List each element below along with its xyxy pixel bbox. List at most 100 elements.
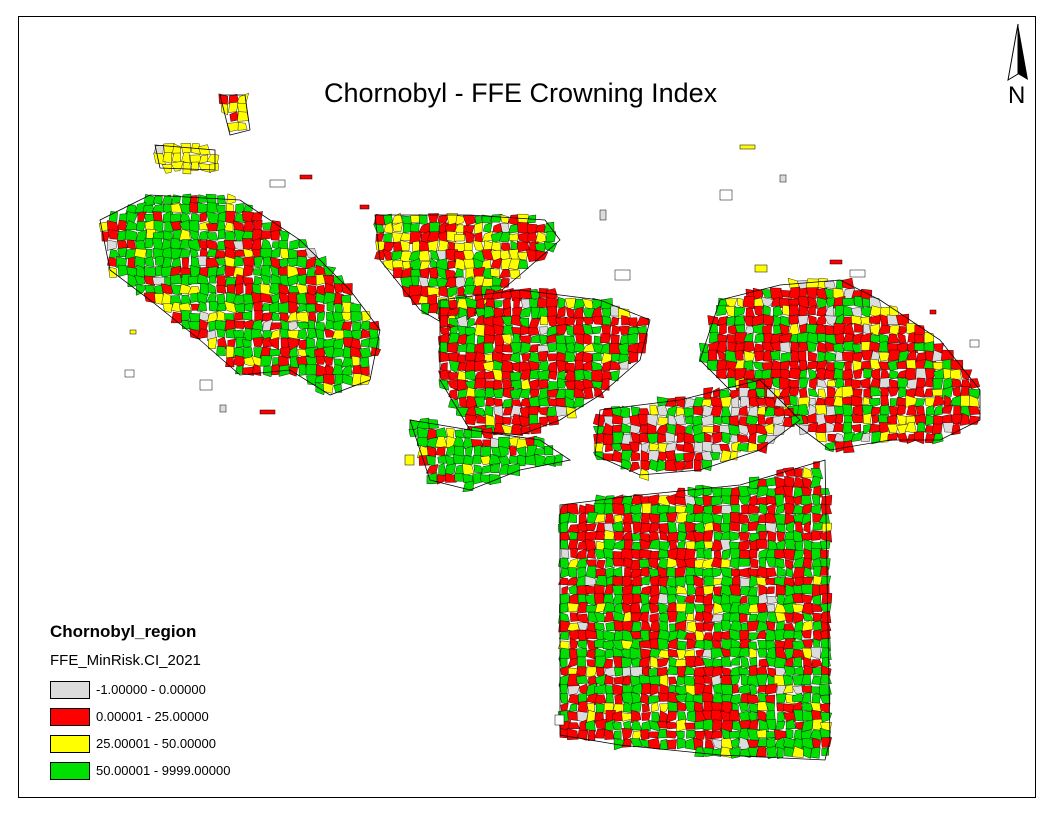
compartment-polygon: [640, 619, 652, 632]
compartment-polygon: [630, 701, 642, 712]
compartment-polygon: [914, 398, 926, 407]
compartment-polygon: [806, 287, 819, 299]
compartment-polygon: [170, 160, 184, 172]
compartment-polygon: [612, 520, 625, 534]
compartment-polygon: [801, 685, 813, 694]
compartment-polygon: [296, 274, 307, 286]
compartment-polygon: [465, 267, 476, 280]
compartment-polygon: [730, 407, 741, 417]
compartment-polygon: [545, 231, 557, 243]
compartment-polygon: [811, 675, 822, 685]
compartment-polygon: [546, 343, 559, 353]
compartment-polygon: [604, 502, 614, 515]
compartment-polygon: [701, 414, 715, 426]
compartment-polygon: [557, 377, 569, 389]
compartment-polygon: [482, 222, 493, 233]
compartment-polygon: [774, 629, 786, 643]
compartment-polygon: [252, 364, 262, 376]
compartment-polygon: [629, 461, 641, 473]
compartment-polygon: [656, 657, 670, 668]
compartment-polygon: [350, 346, 362, 358]
compartment-polygon: [788, 304, 801, 317]
compartment-polygon: [800, 584, 814, 595]
compartment-polygon: [197, 300, 207, 312]
compartment-polygon: [352, 321, 362, 331]
compartment-polygon: [463, 242, 473, 253]
legend: Chornobyl_region FFE_MinRisk.CI_2021 -1.…: [50, 622, 310, 784]
compartment-polygon: [730, 557, 741, 570]
compartment-polygon: [418, 240, 431, 252]
compartment-polygon: [494, 300, 503, 309]
compartment-polygon: [905, 415, 917, 424]
compartment-polygon: [516, 221, 529, 234]
compartment-polygon: [711, 567, 723, 578]
compartment-fragment: [849, 269, 866, 278]
compartment-polygon: [860, 433, 871, 442]
compartment-polygon: [640, 566, 650, 578]
compartment-polygon: [862, 413, 872, 424]
compartment-polygon: [676, 432, 685, 444]
compartment-polygon: [603, 611, 614, 623]
compartment-polygon: [951, 422, 961, 436]
compartment-polygon: [675, 628, 688, 640]
compartment-polygon: [897, 332, 907, 345]
compartment-polygon: [509, 372, 522, 381]
compartment-polygon: [668, 676, 677, 686]
compartment-polygon: [784, 612, 794, 623]
compartment-polygon: [640, 729, 650, 741]
compartment-polygon: [631, 621, 642, 633]
compartment-polygon: [253, 219, 263, 231]
compartment-polygon: [392, 221, 404, 233]
compartment-polygon: [747, 586, 758, 597]
compartment-polygon: [721, 406, 732, 418]
compartment-fragment: [219, 404, 227, 413]
compartment-polygon: [539, 416, 550, 427]
compartment-polygon: [575, 613, 590, 624]
compartment-polygon: [756, 539, 768, 549]
compartment-polygon: [331, 329, 345, 340]
compartment-polygon: [229, 111, 239, 122]
compartment-polygon: [621, 728, 633, 741]
compartment-polygon: [712, 748, 722, 757]
compartment-polygon: [871, 415, 880, 425]
compartment-polygon: [776, 565, 787, 577]
compartment-polygon: [454, 267, 464, 278]
compartment-polygon: [815, 432, 827, 443]
compartment-polygon: [605, 556, 614, 568]
compartment-polygon: [393, 267, 403, 279]
compartment-polygon: [665, 730, 680, 739]
compartment-polygon: [323, 265, 337, 277]
compartment-polygon: [408, 429, 419, 437]
compartment-polygon: [162, 152, 173, 164]
compartment-polygon: [322, 346, 335, 359]
compartment-polygon: [760, 289, 773, 299]
compartment-polygon: [818, 683, 832, 696]
compartment-polygon: [189, 328, 201, 340]
region-outline: [219, 94, 251, 136]
region-outline: [594, 379, 801, 476]
compartment-polygon: [237, 111, 249, 122]
legend-swatch: [50, 707, 90, 726]
compartment-polygon: [784, 512, 796, 525]
compartment-polygon: [419, 267, 430, 279]
compartment-polygon: [677, 522, 687, 533]
compartment-polygon: [754, 333, 764, 344]
compartment-polygon: [798, 387, 808, 399]
compartment-polygon: [694, 484, 704, 498]
compartment-polygon: [242, 265, 254, 278]
compartment-polygon: [914, 333, 925, 344]
compartment-polygon: [569, 637, 578, 652]
compartment-polygon: [517, 251, 529, 261]
compartment-polygon: [772, 415, 785, 426]
compartment-polygon: [878, 352, 892, 362]
compartment-polygon: [481, 427, 493, 440]
compartment-polygon: [182, 162, 192, 175]
compartment-polygon: [502, 325, 514, 336]
compartment-polygon: [792, 593, 804, 604]
compartment-polygon: [657, 549, 669, 559]
compartment-polygon: [217, 195, 227, 205]
compartment-polygon: [454, 446, 465, 458]
compartment-polygon: [619, 325, 630, 336]
compartment-polygon: [613, 530, 624, 541]
compartment-polygon: [819, 695, 831, 705]
